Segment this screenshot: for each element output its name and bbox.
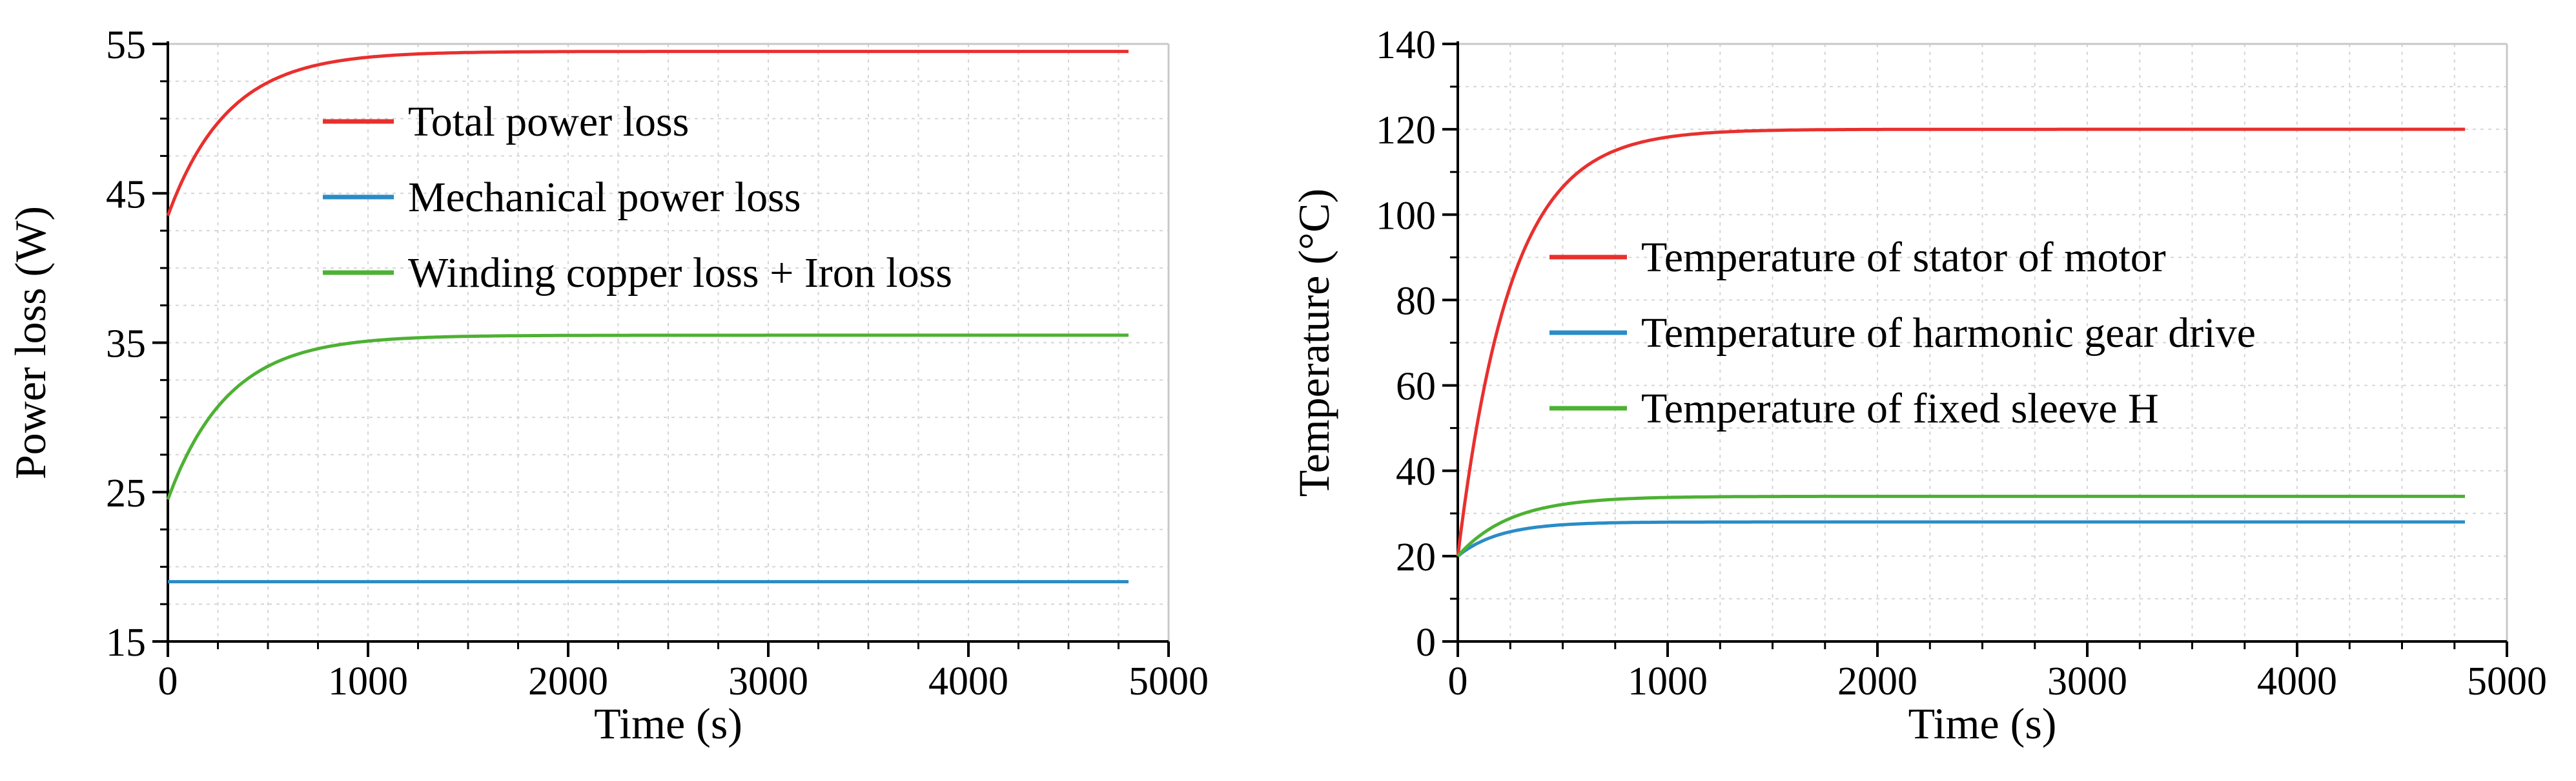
legend-label-2: Mechanical power loss bbox=[408, 174, 801, 221]
y-tick-label: 20 bbox=[1396, 536, 1436, 579]
axis-labels: 0 1000 2000 3000 4000 5000 0 20 40 60 80 100 120 140 T… bbox=[1289, 23, 2547, 748]
y-tick-label: 120 bbox=[1376, 109, 1436, 152]
x-tick-label: 4000 bbox=[2257, 660, 2337, 703]
y-tick-label: 140 bbox=[1376, 23, 1436, 67]
y-tick-label: 80 bbox=[1396, 279, 1436, 323]
axis-labels: 0 1000 2000 3000 4000 5000 15 25 35 45 55 Time (s) P… bbox=[6, 23, 1209, 748]
x-tick-label: 0 bbox=[158, 660, 178, 703]
y-tick-label: 40 bbox=[1396, 450, 1436, 494]
series-lines bbox=[1456, 127, 2465, 557]
axes-frame bbox=[152, 41, 1170, 657]
legend: Temperature of stator of motor Temperatur… bbox=[1549, 234, 2256, 432]
grid bbox=[1458, 44, 2507, 641]
x-tick-label: 4000 bbox=[928, 660, 1008, 703]
legend-label-1: Temperature of stator of motor bbox=[1641, 234, 2166, 281]
y-axis-title: Temperature (°C) bbox=[1289, 189, 1338, 497]
series-line-2 bbox=[1457, 520, 2465, 557]
y-tick-label: 100 bbox=[1376, 194, 1436, 238]
y-tick-label: 0 bbox=[1416, 621, 1436, 665]
legend-label-2: Temperature of harmonic gear drive bbox=[1641, 309, 2256, 357]
x-tick-label: 1000 bbox=[328, 660, 408, 703]
legend-label-3: Temperature of fixed sleeve H bbox=[1641, 385, 2159, 432]
series-line-3 bbox=[166, 333, 1129, 501]
grid bbox=[168, 44, 1169, 641]
axes-frame bbox=[1442, 41, 2508, 657]
y-tick-label: 15 bbox=[106, 621, 146, 665]
x-tick-label: 5000 bbox=[1129, 660, 1209, 703]
chart-power-loss: Total power loss Mechanical power loss Win… bbox=[6, 23, 1209, 748]
x-tick-label: 3000 bbox=[728, 660, 808, 703]
chart-temperature: Temperature of stator of motor Temperatur… bbox=[1289, 23, 2547, 748]
y-tick-label: 60 bbox=[1396, 365, 1436, 409]
legend-label-3: Winding copper loss + Iron loss bbox=[408, 249, 952, 297]
series-line-1 bbox=[1456, 127, 2465, 557]
legend-label-1: Total power loss bbox=[408, 98, 689, 145]
y-tick-label: 25 bbox=[106, 472, 146, 515]
x-axis-title: Time (s) bbox=[1908, 699, 2057, 748]
x-tick-label: 2000 bbox=[528, 660, 608, 703]
x-tick-label: 2000 bbox=[1837, 660, 1917, 703]
x-tick-label: 3000 bbox=[2047, 660, 2127, 703]
series-lines bbox=[166, 50, 1129, 583]
y-tick-label: 35 bbox=[106, 322, 146, 366]
x-tick-label: 0 bbox=[1448, 660, 1468, 703]
y-axis-title: Power loss (W) bbox=[6, 206, 55, 479]
series-line-3 bbox=[1457, 494, 2465, 557]
series-line-1 bbox=[166, 50, 1129, 216]
x-tick-label: 5000 bbox=[2467, 660, 2547, 703]
x-tick-label: 1000 bbox=[1628, 660, 1708, 703]
y-tick-label: 45 bbox=[106, 172, 146, 216]
y-tick-label: 55 bbox=[106, 23, 146, 67]
x-axis-title: Time (s) bbox=[594, 699, 742, 748]
legend: Total power loss Mechanical power loss Win… bbox=[323, 98, 952, 297]
